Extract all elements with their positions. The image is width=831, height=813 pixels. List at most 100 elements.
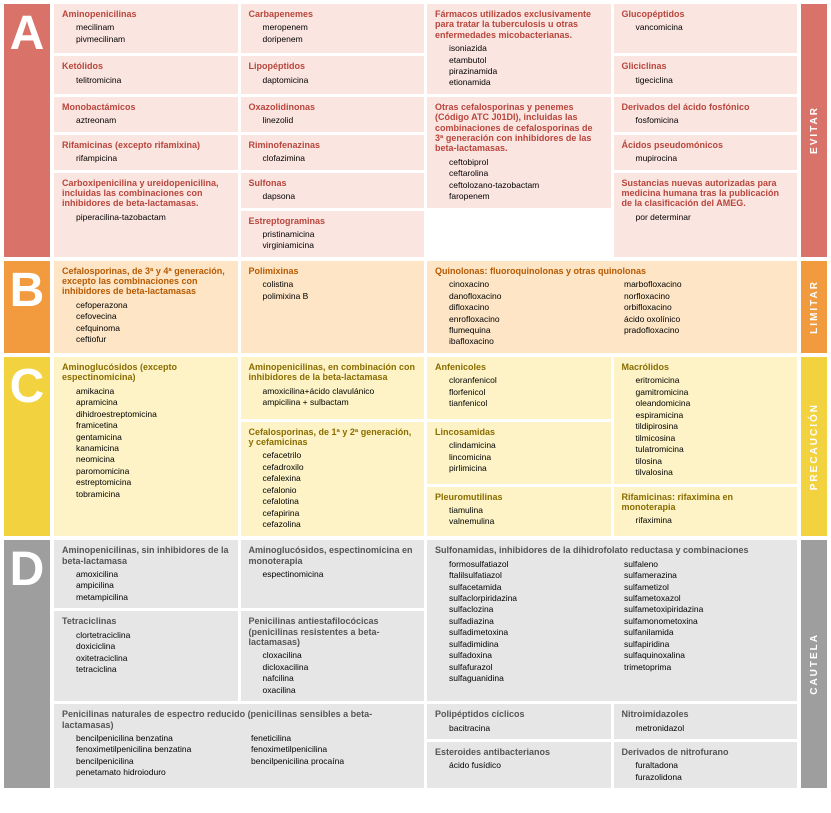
- section-d-sidelabel: CAUTELA: [801, 540, 827, 788]
- drug-item: sulfafurazol: [449, 662, 614, 673]
- drug-item: tilmicosina: [636, 433, 790, 444]
- drug-item: tetraciclina: [76, 664, 230, 675]
- drug-item: oxacilina: [263, 685, 417, 696]
- drug-item: furaltadona: [636, 760, 790, 771]
- drug-item: florfenicol: [449, 387, 603, 398]
- card-d-2: Tetraciclinas clortetraciclinadoxiciclin…: [54, 611, 238, 701]
- drug-item: nafcilina: [263, 673, 417, 684]
- card-title: Polipéptidos cíclicos: [435, 709, 603, 719]
- section-d: D Aminopenicilinas, sin inhibidores de l…: [4, 540, 827, 788]
- drug-item: rifampicina: [76, 153, 230, 164]
- card-title: Carboxipenicilina y ureidopenicilina, in…: [62, 178, 230, 209]
- drug-item: doripenem: [263, 34, 417, 45]
- section-letter-a: A: [4, 4, 50, 257]
- drug-item: apramicina: [76, 397, 230, 408]
- drug-item: estreptomicina: [76, 477, 230, 488]
- drug-item: meropenem: [263, 22, 417, 33]
- drug-item: oxitetraciclina: [76, 653, 230, 664]
- drug-item: formosulfatiazol: [449, 559, 614, 570]
- drug-item: colistina: [263, 279, 417, 290]
- drug-item: ácido oxolínico: [624, 314, 789, 325]
- drug-item: clofazimina: [263, 153, 417, 164]
- card-a-17: Estreptograminas pristinamicinavirginiam…: [241, 211, 425, 257]
- drug-item: tilvalosina: [636, 467, 790, 478]
- drug-item: pristinamicina: [263, 229, 417, 240]
- drug-item: bencilpenicilina procaína: [251, 756, 416, 767]
- drug-item: sulfadimidina: [449, 639, 614, 650]
- card-a-3: Fármacos utilizados exclusivamente para …: [427, 4, 611, 94]
- sidelabel-text: CAUTELA: [809, 633, 820, 695]
- card-a-15: Carboxipenicilina y ureidopenicilina, in…: [54, 173, 238, 257]
- drug-item: piperacilina-tazobactam: [76, 212, 230, 223]
- drug-item: clortetraciclina: [76, 630, 230, 641]
- drug-list: mecilinam pivmecilinam: [62, 22, 230, 45]
- card-title: Gliciclinas: [622, 61, 790, 71]
- card-b-2: Polimixinas colistinapolimixina B: [241, 261, 425, 353]
- section-a-sidelabel: EVITAR: [801, 4, 827, 257]
- card-title: Esteroides antibacterianos: [435, 747, 603, 757]
- drug-item: flumequina: [449, 325, 614, 336]
- drug-item: mecilinam: [76, 22, 230, 33]
- card-c-4: Anfenicoles cloranfenicolflorfenicoltian…: [427, 357, 611, 419]
- card-title: Aminoglucósidos (excepto espectinomicina…: [62, 362, 230, 383]
- drug-item: valnemulina: [449, 516, 603, 527]
- drug-item: sulfaquinoxalina: [624, 650, 789, 661]
- card-a-2: Carbapenemes meropenemdoripenem: [241, 4, 425, 53]
- drug-item: espectinomicina: [263, 569, 417, 580]
- drug-item: bacitracina: [449, 723, 603, 734]
- drug-item: lincomicina: [449, 452, 603, 463]
- card-c-7: Macrólidos eritromicinagamitromicinaolea…: [614, 357, 798, 484]
- card-title: Pleuromutilinas: [435, 492, 603, 502]
- drug-item: cloxacilina: [263, 650, 417, 661]
- classification-table: A Aminopenicilinas mecilinam pivmecilina…: [0, 0, 831, 792]
- card-title: Sulfonamidas, inhibidores de la dihidrof…: [435, 545, 789, 555]
- card-d-10: Derivados de nitrofurano furaltadonafura…: [614, 742, 798, 788]
- drug-item: tobramicina: [76, 489, 230, 500]
- card-title: Penicilinas antiestafilocócicas (penicil…: [249, 616, 417, 647]
- drug-item: sulfametoxipiridazina: [624, 604, 789, 615]
- drug-item: espiramicina: [636, 410, 790, 421]
- drug-item: framicetina: [76, 420, 230, 431]
- drug-item: oleandomicina: [636, 398, 790, 409]
- drug-item: ceftarolina: [449, 168, 603, 179]
- card-c-8: Rifamicinas: rifaximina en monoterapia r…: [614, 487, 798, 537]
- drug-item: bencilpenicilina benzatina: [76, 733, 241, 744]
- card-title: Macrólidos: [622, 362, 790, 372]
- card-c-1: Aminoglucósidos (excepto espectinomicina…: [54, 357, 238, 536]
- drug-item: virginiamicina: [263, 240, 417, 251]
- drug-item: cefacetrilo: [263, 450, 417, 461]
- drug-item: sulfanilamida: [624, 627, 789, 638]
- card-title: Aminoglucósidos, espectinomicina en mono…: [249, 545, 417, 566]
- card-d-3: Aminoglucósidos, espectinomicina en mono…: [241, 540, 425, 608]
- card-title: Tetraciclinas: [62, 616, 230, 626]
- drug-item: sulfapiridina: [624, 639, 789, 650]
- drug-item: vancomicina: [636, 22, 790, 33]
- drug-item: etionamida: [449, 77, 603, 88]
- drug-item: fenoximetilpenicilina benzatina: [76, 744, 241, 755]
- card-title: Riminofenazinas: [249, 140, 417, 150]
- card-a-16: Sulfonas dapsona: [241, 173, 425, 208]
- section-a: A Aminopenicilinas mecilinam pivmecilina…: [4, 4, 827, 257]
- drug-item: pirazinamida: [449, 66, 603, 77]
- card-d-7: Polipéptidos cíclicos bacitracina: [427, 704, 611, 739]
- drug-item: kanamicina: [76, 443, 230, 454]
- section-letter-d: D: [4, 540, 50, 788]
- card-title: Derivados del ácido fosfónico: [622, 102, 790, 112]
- drug-item: pirlimicina: [449, 463, 603, 474]
- card-d-4: Penicilinas antiestafilocócicas (penicil…: [241, 611, 425, 701]
- drug-item: gamitromicina: [636, 387, 790, 398]
- card-title: Nitroimidazoles: [622, 709, 790, 719]
- card-title: Penicilinas naturales de espectro reduci…: [62, 709, 416, 730]
- drug-item: ampicilina + sulbactam: [263, 397, 417, 408]
- drug-item: isoniazida: [449, 43, 603, 54]
- card-d-6: Penicilinas naturales de espectro reduci…: [54, 704, 424, 788]
- drug-item: faropenem: [449, 191, 603, 202]
- drug-item: cefalotina: [263, 496, 417, 507]
- drug-item: ácido fusídico: [449, 760, 603, 771]
- section-c-sidelabel: PRECAUCIÓN: [801, 357, 827, 536]
- drug-item: orbifloxacino: [624, 302, 789, 313]
- section-b: B Cefalosporinas, de 3ª y 4ª generación,…: [4, 261, 827, 353]
- card-a-10: Derivados del ácido fosfónico fosfomicin…: [614, 97, 798, 132]
- card-c-6: Pleuromutilinas tiamulinavalnemulina: [427, 487, 611, 537]
- card-a-11: Rifamicinas (excepto rifamixina) rifampi…: [54, 135, 238, 170]
